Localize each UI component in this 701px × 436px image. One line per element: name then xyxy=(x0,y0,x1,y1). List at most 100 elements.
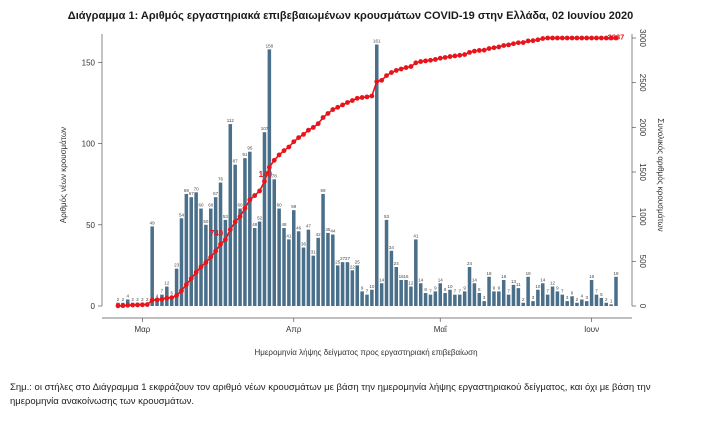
bar xyxy=(497,291,501,306)
bar-value-label: 46 xyxy=(296,225,302,230)
cumulative-point xyxy=(271,157,277,163)
bar-value-label: 4 xyxy=(156,294,159,299)
bar-value-label: 70 xyxy=(194,186,200,191)
bar-value-label: 2 xyxy=(576,297,579,302)
bar-value-label: 7 xyxy=(595,289,598,294)
bar-value-label: 9 xyxy=(463,285,466,290)
x-tick-label: Μαρ xyxy=(134,325,150,334)
bar xyxy=(248,151,252,306)
bar-value-label: 107 xyxy=(261,126,269,131)
footnote: Σημ.: οι στήλες στο Διάγραμμα 1 εκφράζου… xyxy=(10,382,651,407)
y-right-tick-label: 500 xyxy=(638,255,647,269)
cumulative-point xyxy=(296,135,302,141)
bar xyxy=(531,301,535,306)
bar-value-label: 8 xyxy=(444,287,447,292)
cumulative-point xyxy=(232,219,238,225)
bar xyxy=(604,302,608,306)
annotation-label: 740 xyxy=(210,229,224,238)
bar xyxy=(589,280,594,306)
cumulative-point xyxy=(281,148,287,154)
bar xyxy=(614,276,618,306)
bar xyxy=(282,228,286,306)
bar xyxy=(458,294,462,306)
bar-value-label: 7 xyxy=(161,289,164,294)
cumulative-point xyxy=(144,302,150,307)
cumulative-point xyxy=(501,43,507,48)
cumulative-point xyxy=(525,38,531,44)
bar-value-label: 14 xyxy=(418,277,424,282)
bar xyxy=(536,289,540,306)
bar xyxy=(526,276,530,306)
bar-value-label: 10 xyxy=(447,284,453,289)
y-left-tick-label: 150 xyxy=(82,58,96,67)
bar-value-label: 50 xyxy=(203,219,209,224)
bar-value-label: 2 xyxy=(131,297,134,302)
bar xyxy=(169,296,174,306)
bar-value-label: 2 xyxy=(522,297,525,302)
cumulative-point xyxy=(491,45,497,51)
cumulative-point xyxy=(398,66,404,72)
cumulative-point xyxy=(213,248,219,254)
bar xyxy=(511,284,516,306)
bar-value-label: 16 xyxy=(589,274,595,279)
annotations: 140 740 2937 xyxy=(210,33,624,238)
bar-value-label: 48 xyxy=(281,222,287,227)
bar-value-label: 3 xyxy=(483,295,486,300)
bar-value-label: 14 xyxy=(379,277,385,282)
cumulative-point xyxy=(237,214,243,219)
bar-value-label: 45 xyxy=(325,227,331,232)
cumulative-point xyxy=(140,302,145,308)
bar xyxy=(438,283,442,306)
bar-value-label: 158 xyxy=(266,43,274,48)
bar xyxy=(345,262,350,306)
cumulative-point xyxy=(418,59,424,64)
bar-value-label: 14 xyxy=(540,277,546,282)
bar xyxy=(492,291,496,306)
bar xyxy=(370,289,374,306)
cumulative-point xyxy=(291,139,297,145)
bar-value-label: 12 xyxy=(164,281,170,286)
cumulative-point xyxy=(286,144,292,150)
bar-value-label: 59 xyxy=(291,204,297,209)
bar xyxy=(174,268,179,306)
bar xyxy=(179,218,184,306)
cumulative-point xyxy=(354,95,360,101)
cumulative-point xyxy=(227,227,233,233)
line-series xyxy=(115,35,619,309)
bar-value-label: 16 xyxy=(399,274,405,279)
bar-value-label: 18 xyxy=(613,271,619,276)
bar xyxy=(223,219,228,306)
cumulative-point xyxy=(262,178,267,184)
cumulative-point xyxy=(154,297,160,303)
cumulative-point xyxy=(315,121,321,127)
bar-value-label: 9 xyxy=(556,285,559,290)
cumulative-point xyxy=(335,104,341,110)
bar xyxy=(545,294,550,306)
bar-value-label: 9 xyxy=(493,285,496,290)
bar-value-label: 7 xyxy=(429,289,432,294)
cumulative-point xyxy=(613,35,619,41)
cumulative-point xyxy=(310,125,316,130)
bar-value-label: 36 xyxy=(301,242,307,247)
bar-value-label: 24 xyxy=(467,261,473,266)
cumulative-point xyxy=(481,47,487,53)
bar xyxy=(541,283,545,306)
bar-value-label: 10 xyxy=(369,284,375,289)
cumulative-point xyxy=(349,98,355,103)
bar xyxy=(262,132,267,306)
bar-value-label: 53 xyxy=(384,214,390,219)
cumulative-point xyxy=(183,282,189,287)
bar-value-label: 6 xyxy=(571,290,574,295)
bar-value-label: 3 xyxy=(566,295,569,300)
cumulative-point xyxy=(564,35,570,41)
bar xyxy=(453,294,457,306)
bar xyxy=(594,294,599,306)
cumulative-point xyxy=(266,164,272,170)
y-right-tick-label: 1000 xyxy=(638,208,647,226)
bar-value-label: 4 xyxy=(581,294,584,299)
cumulative-point xyxy=(223,237,228,243)
bar-value-label: 16 xyxy=(404,274,410,279)
cumulative-point xyxy=(579,35,585,41)
bar xyxy=(316,237,320,306)
bar xyxy=(379,283,384,306)
